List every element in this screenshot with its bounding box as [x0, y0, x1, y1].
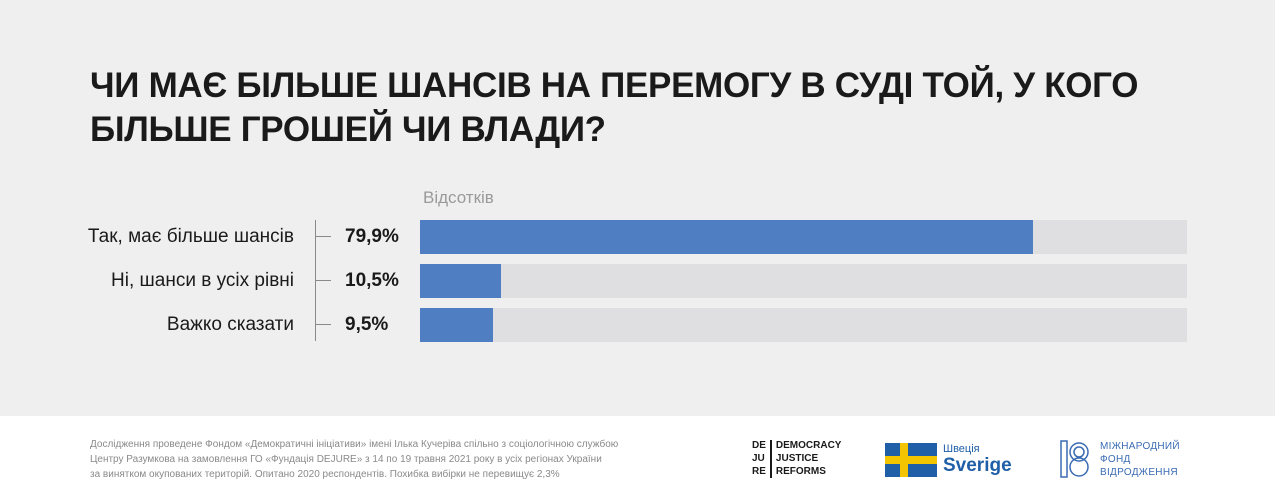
irf-logo-text: ВІДРОДЖЕННЯ	[1100, 466, 1178, 478]
bar-track	[420, 220, 1187, 254]
sweden-flag-icon	[885, 443, 937, 477]
footer-note: Дослідження проведене Фондом «Демократич…	[90, 437, 650, 482]
value-label: 9,5%	[345, 314, 389, 335]
value-label: 10,5%	[345, 270, 399, 291]
irf-logo-text: ФОНД	[1100, 453, 1131, 465]
category-label: Важко сказати	[166, 314, 294, 335]
irf-logo: МІЖНАРОДНИЙ ФОНД ВІДРОДЖЕННЯ	[1060, 438, 1180, 480]
unit-label: Відсотків	[423, 188, 494, 207]
bar-track	[420, 308, 1187, 342]
bar-row: Важко сказати 9,5%	[0, 308, 1275, 342]
footer-note-line: Центру Разумкова на замовлення ГО «Фунда…	[90, 454, 602, 465]
category-tick	[315, 280, 331, 281]
category-label: Ні, шанси в усіх рівні	[111, 270, 294, 291]
bar	[420, 264, 501, 298]
chart-title: Чи має більше шансів на перемогу в суді …	[90, 66, 1139, 149]
bar-row: Ні, шанси в усіх рівні 10,5%	[0, 264, 1275, 298]
dejure-logo-divider	[769, 440, 772, 478]
chart-panel: Чи має більше шансів на перемогу в суді …	[0, 0, 1275, 416]
value-label: 79,9%	[345, 226, 399, 247]
category-label: Так, має більше шансів	[87, 226, 294, 247]
dejure-logo-text: DE	[752, 440, 766, 451]
dejure-logo-text: DEMOCRACY	[775, 440, 842, 451]
dejure-logo-text: JUSTICE	[775, 453, 819, 464]
dejure-logo-text: REFORMS	[775, 466, 826, 477]
dejure-logo-text: RE	[752, 466, 766, 477]
dejure-logo: DE JU RE DEMOCRACY JUSTICE REFORMS	[752, 439, 841, 479]
sweden-logo-text-ua: Швеція	[943, 443, 980, 455]
category-tick	[315, 236, 331, 237]
footer-note-line: за винятком окупованих територій. Опитан…	[90, 469, 560, 480]
irf-emblem-icon	[1060, 440, 1089, 478]
bar-row: Так, має більше шансів 79,9%	[0, 220, 1275, 254]
dejure-logo-text: JU	[752, 453, 765, 464]
bar-track	[420, 264, 1187, 298]
bar	[420, 220, 1033, 254]
footer-note-line: Дослідження проведене Фондом «Демократич…	[90, 439, 619, 450]
bar	[420, 308, 493, 342]
category-tick	[315, 324, 331, 325]
sweden-logo: Швеція Sverige	[885, 440, 1012, 480]
irf-logo-text: МІЖНАРОДНИЙ	[1100, 440, 1180, 452]
sweden-logo-text-se: Sverige	[943, 455, 1012, 476]
